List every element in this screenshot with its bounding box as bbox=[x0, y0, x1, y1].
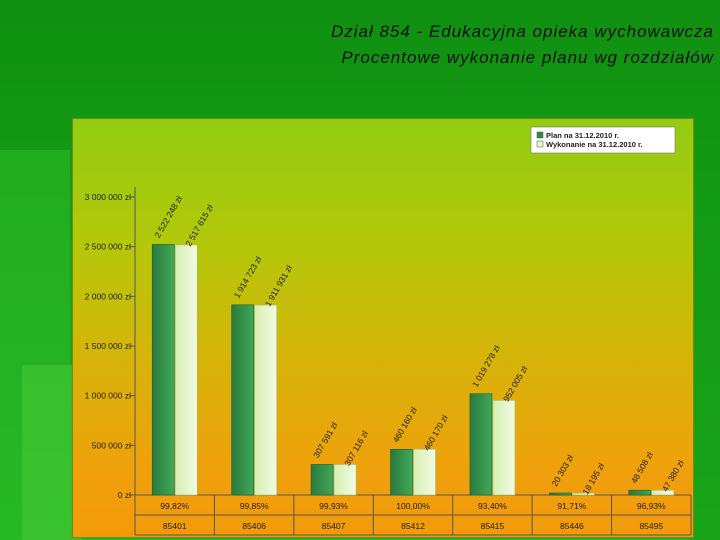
bar-plan bbox=[390, 448, 413, 496]
category-label: 85401 bbox=[163, 521, 187, 531]
bar-wykonanie bbox=[174, 244, 198, 496]
y-tick-label: 2 000 000 zł bbox=[85, 291, 131, 301]
data-label: 47 380 zł bbox=[660, 458, 686, 493]
title-line-2: Procentowe wykonanie planu wg rozdziałów bbox=[341, 48, 714, 67]
legend-label: Plan na 31.12.2010 r. bbox=[546, 131, 619, 140]
y-tick-label: 1 500 000 zł bbox=[85, 341, 131, 351]
chart-panel: 0 zł 500 000 zł 1 000 000 zł 1 500 000 zł 2 … bbox=[72, 118, 694, 538]
bar-wykonanie bbox=[572, 492, 595, 496]
data-label: 460 160 zł bbox=[391, 405, 419, 444]
bar-wykonanie bbox=[651, 489, 675, 496]
legend-swatch bbox=[536, 131, 544, 139]
data-label: 1 914 723 zł bbox=[232, 255, 264, 300]
percentage-label: 99,85% bbox=[240, 501, 269, 511]
bar-plan bbox=[549, 492, 572, 496]
data-label: 1 911 931 zł bbox=[263, 263, 295, 308]
bar-plan bbox=[469, 393, 493, 496]
percentage-label: 99,93% bbox=[319, 501, 348, 511]
category-label: 85412 bbox=[401, 521, 425, 531]
data-label: 20 303 zł bbox=[549, 453, 575, 488]
y-tick-label: 1 000 000 zł bbox=[85, 391, 131, 401]
data-label: 2 517 615 zł bbox=[183, 203, 215, 248]
bar-plan bbox=[310, 464, 334, 496]
y-tick-label: 0 zł bbox=[118, 490, 131, 500]
data-label: 48 508 zł bbox=[629, 450, 655, 485]
bar-wykonanie bbox=[492, 400, 516, 496]
percentage-label: 99,82% bbox=[160, 501, 189, 511]
category-label: 85495 bbox=[639, 521, 663, 531]
data-label: 307 116 zł bbox=[342, 429, 370, 468]
bar-plan bbox=[231, 304, 254, 496]
bar-wykonanie bbox=[333, 464, 357, 496]
category-label: 85446 bbox=[560, 521, 584, 531]
bar-plan bbox=[151, 244, 175, 496]
category-label: 85415 bbox=[481, 521, 505, 531]
title-line-1: Dział 854 - Edukacyjna opieka wychowawcz… bbox=[330, 22, 714, 41]
y-tick-label: 500 000 zł bbox=[92, 440, 131, 450]
bar-wykonanie bbox=[254, 304, 277, 496]
percentage-label: 93,40% bbox=[478, 501, 507, 511]
data-label: 307 591 zł bbox=[311, 420, 339, 459]
bar-chart: 0 zł 500 000 zł 1 000 000 zł 1 500 000 zł 2 … bbox=[85, 126, 692, 536]
data-label: 460 170 zł bbox=[422, 413, 450, 452]
legend-label: Wykonanie na 31.12.2010 r. bbox=[546, 140, 643, 149]
bar-plan bbox=[628, 489, 652, 496]
percentage-label: 91,71% bbox=[557, 501, 586, 511]
background-stripe-right bbox=[690, 145, 720, 540]
bar-wykonanie bbox=[413, 448, 436, 496]
y-tick-label: 3 000 000 zł bbox=[85, 192, 131, 202]
data-label: 2 522 248 zł bbox=[152, 194, 184, 239]
legend-swatch bbox=[536, 140, 544, 148]
legend-box bbox=[530, 126, 676, 154]
category-label: 85406 bbox=[242, 521, 266, 531]
percentage-label: 100,00% bbox=[396, 501, 430, 511]
data-label: 1 019 278 zł bbox=[470, 344, 502, 389]
percentage-label: 96,93% bbox=[637, 501, 666, 511]
data-label: 952 005 zł bbox=[501, 364, 529, 403]
data-label: 18 195 zł bbox=[580, 461, 606, 496]
y-tick-label: 2 500 000 zł bbox=[85, 242, 131, 252]
category-label: 85407 bbox=[322, 521, 346, 531]
